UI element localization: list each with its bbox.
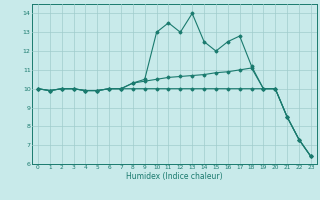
X-axis label: Humidex (Indice chaleur): Humidex (Indice chaleur): [126, 172, 223, 181]
